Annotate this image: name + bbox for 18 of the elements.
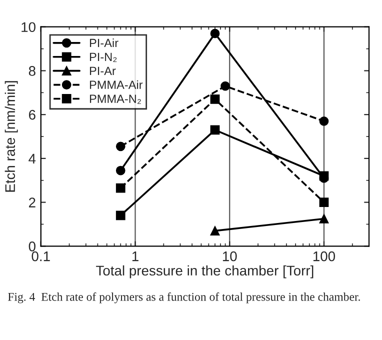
x-axis-title: Total pressure in the chamber [Torr] (96, 265, 314, 278)
x-tick-label: 1 (132, 252, 138, 262)
y-tick-label: 2 (28, 198, 36, 208)
y-tick-label: 4 (28, 154, 36, 164)
y-tick-label: 0 (28, 241, 36, 252)
y-tick-label: 10 (22, 22, 36, 32)
y-axis-title: Etch rate [nm/min] (4, 81, 18, 192)
caption: Fig. 4 Etch rate of polymers as a function of total pressure in the chamber. (8, 292, 360, 304)
x-tick-label: 10 (222, 251, 237, 262)
y-tick-label: 6 (28, 110, 36, 120)
legend-label: PMMA-N₂ (90, 94, 141, 104)
x-tick-label: 0.1 (32, 251, 50, 262)
legend-label: PMMA-Air (90, 80, 143, 89)
x-tick-label: 100 (313, 251, 336, 262)
y-tick-label: 8 (28, 66, 36, 76)
legend-label: PI-N₂ (90, 52, 117, 62)
legend-label: PI-Air (90, 38, 118, 48)
legend-label: PI-Ar (90, 66, 116, 75)
